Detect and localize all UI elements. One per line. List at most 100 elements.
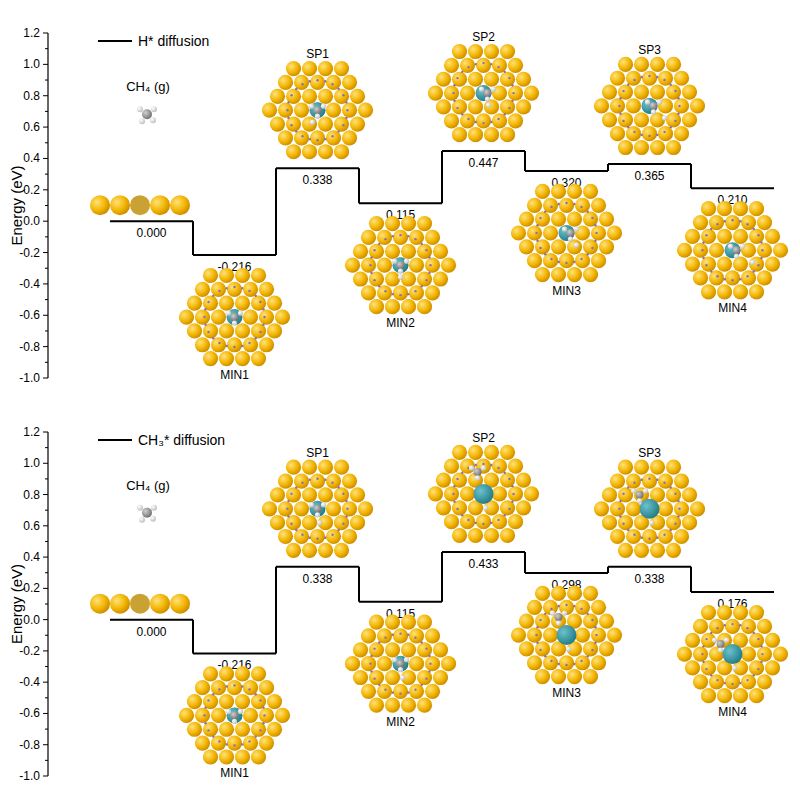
sub-atom [710, 228, 712, 230]
au-atom [251, 323, 266, 338]
au-atom [725, 243, 740, 258]
h-atom [398, 269, 403, 274]
h-atom [151, 106, 157, 112]
au-atom [235, 296, 250, 311]
sub-atom [414, 238, 416, 240]
au-atom [377, 684, 392, 699]
au-atom [203, 694, 218, 709]
au-atom [709, 619, 724, 634]
sub-atom [346, 508, 348, 510]
sub-atom [587, 655, 589, 657]
sub-atom [399, 234, 401, 236]
sub-atom [580, 258, 582, 260]
au-atom [591, 198, 606, 213]
sub-atom [384, 238, 386, 240]
au-atom [345, 258, 360, 273]
au-atom [701, 605, 716, 620]
au-atom [468, 127, 483, 142]
c-atom [231, 313, 239, 321]
sub-atom [536, 642, 538, 644]
au-atom [650, 460, 665, 475]
sub-atom [746, 679, 748, 681]
au-atom [235, 722, 250, 737]
sub-atom [565, 664, 567, 666]
au-atom [701, 229, 716, 244]
au-atom [658, 473, 673, 488]
au-atom [334, 543, 349, 558]
sub-atom [324, 138, 326, 140]
au-atom [575, 600, 590, 615]
au-atom [318, 543, 333, 558]
au-atom [599, 212, 614, 227]
au-atom [674, 126, 689, 141]
dopant-atom [227, 707, 243, 723]
au-atom [452, 99, 467, 114]
sub-atom [226, 685, 228, 687]
sub-atom [345, 117, 347, 119]
au-atom [385, 614, 400, 629]
sub-atom [544, 253, 546, 255]
au-atom [267, 694, 282, 709]
sub-atom [641, 134, 643, 136]
legend-label: H* diffusion [138, 33, 209, 49]
y-minor-tick [45, 729, 48, 730]
sub-atom [591, 217, 593, 219]
au-atom [460, 85, 475, 100]
h-atom [574, 226, 579, 231]
y-tick-label: -0.6 [19, 706, 40, 720]
sub-atom [705, 234, 707, 236]
connector [358, 567, 360, 602]
sub-atom [663, 79, 665, 81]
au-atom [401, 216, 416, 231]
dopant-atom [723, 644, 743, 664]
au-atom [302, 144, 317, 159]
au-atom [278, 473, 293, 488]
sub-atom [701, 249, 703, 251]
au-atom [468, 44, 483, 59]
au-atom [492, 514, 507, 529]
sub-atom [414, 636, 416, 638]
h-atom [398, 667, 403, 672]
sub-atom [573, 261, 575, 263]
sub-atom [622, 493, 624, 495]
sub-atom [580, 608, 582, 610]
marks [110, 552, 774, 653]
au-atom [369, 271, 384, 286]
au-atom [345, 656, 360, 671]
c-atom [636, 491, 644, 499]
au-atom [294, 473, 309, 488]
sub-atom [760, 645, 762, 647]
legend-line [98, 40, 132, 42]
h-atom [718, 648, 723, 653]
au-atom [401, 614, 416, 629]
sub-atom [580, 206, 582, 208]
sub-atom [504, 514, 506, 516]
sub-atom [757, 668, 759, 670]
au-atom [310, 103, 325, 118]
sub-atom [248, 688, 250, 690]
au-atom [203, 296, 218, 311]
h-atom [321, 104, 326, 109]
sub-atom [716, 275, 718, 277]
au-atom [219, 296, 234, 311]
sub-atom [287, 515, 289, 517]
au-atom [626, 473, 641, 488]
sub-atom [670, 529, 672, 531]
y-tick-label: -0.4 [19, 277, 40, 291]
sub-atom [490, 464, 492, 466]
au-atom [602, 112, 617, 127]
h-atom [479, 86, 484, 91]
structure [428, 44, 539, 142]
sub-atom [573, 203, 575, 205]
energy-level [359, 601, 442, 603]
dopant-atom [640, 499, 660, 519]
au-atom [267, 722, 282, 737]
au-atom [674, 529, 689, 544]
au-atom [90, 594, 110, 614]
au-atom [195, 309, 210, 324]
au-atom [658, 98, 673, 113]
sub-atom [226, 345, 228, 347]
au-atom [334, 116, 349, 131]
sub-atom [594, 642, 596, 644]
au-atom [203, 666, 218, 681]
